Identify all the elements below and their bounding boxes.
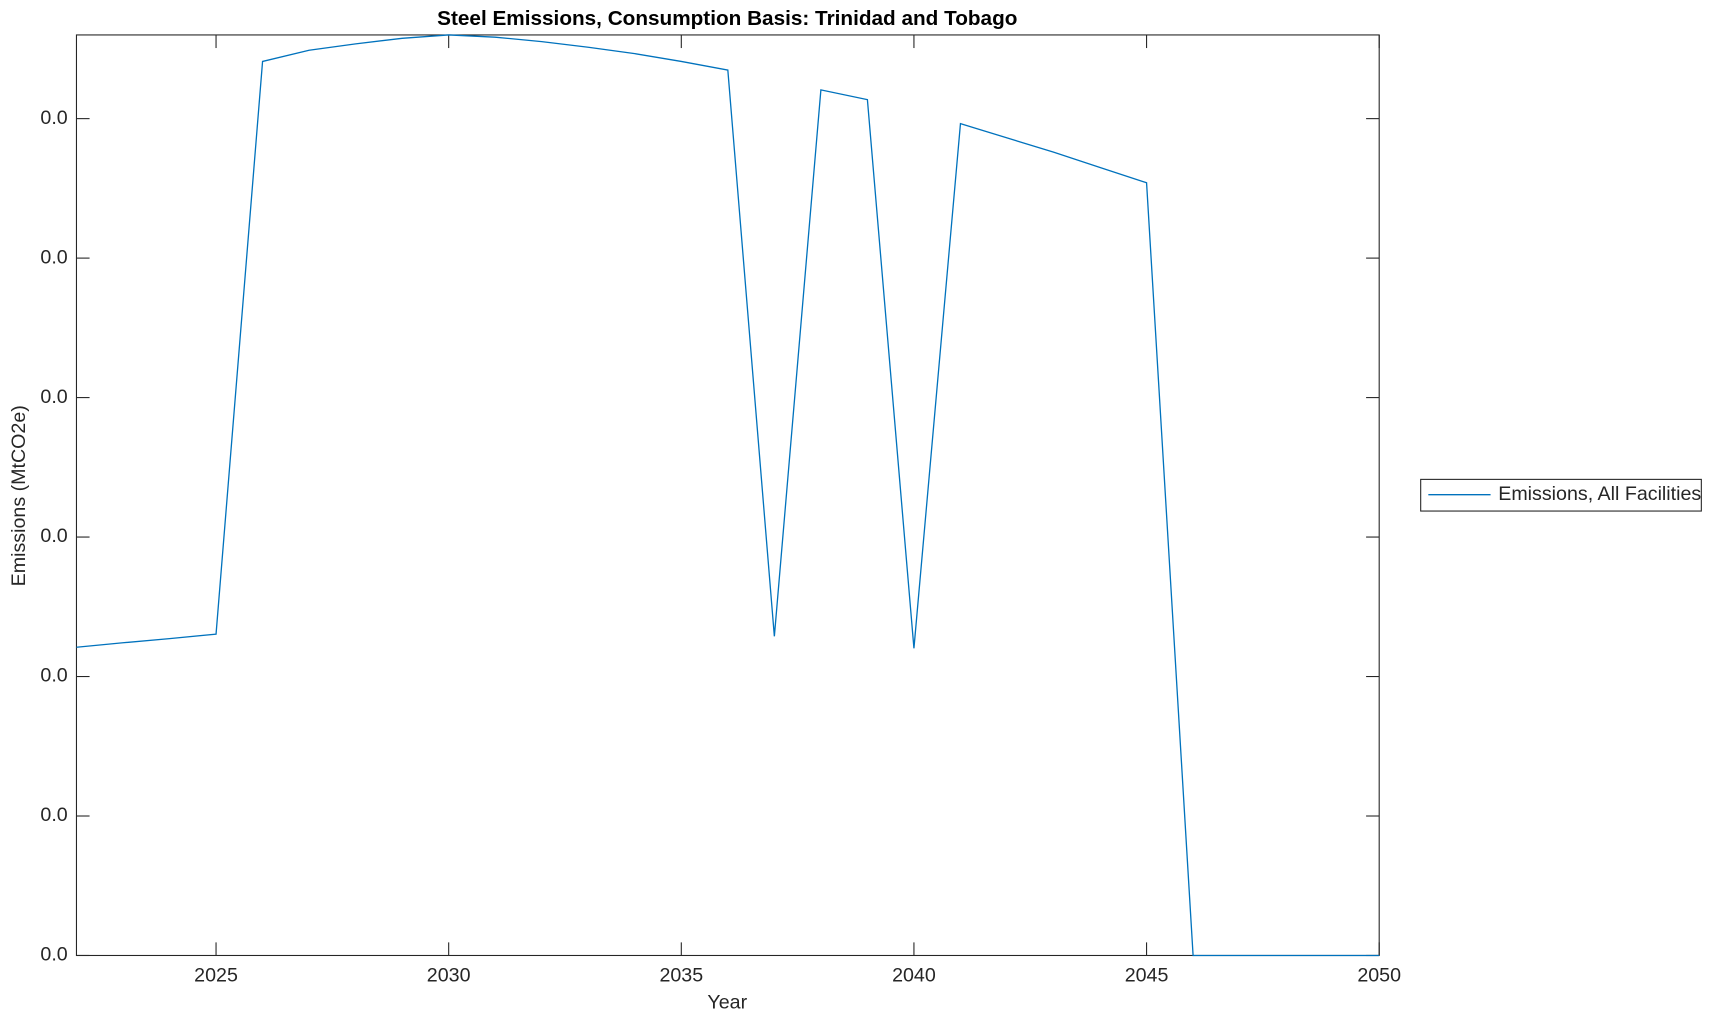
- x-tick-label: 2040: [892, 964, 936, 986]
- y-tick-label: 0.0: [40, 246, 67, 268]
- chart-title: Steel Emissions, Consumption Basis: Trin…: [437, 7, 1017, 30]
- y-tick-label: 0.0: [40, 525, 67, 547]
- y-tick-label: 0.0: [40, 804, 67, 826]
- x-axis-label: Year: [707, 992, 747, 1014]
- x-tick-label: 2050: [1357, 964, 1401, 986]
- legend-label: Emissions, All Facilities: [1498, 483, 1701, 505]
- x-tick-label: 2035: [659, 964, 703, 986]
- y-tick-label: 0.0: [40, 386, 67, 408]
- x-tick-label: 2045: [1125, 964, 1169, 986]
- plot-frame: [75, 34, 1380, 957]
- y-tick-label: 0.0: [40, 944, 67, 966]
- series-line: [76, 34, 1380, 957]
- x-tick-label: 2025: [194, 964, 238, 986]
- y-axis-label: Emissions (MtCO2e): [8, 405, 30, 586]
- x-tick-label: 2030: [427, 964, 471, 986]
- y-tick-label: 0.0: [40, 665, 67, 687]
- y-tick-label: 0.0: [40, 107, 67, 129]
